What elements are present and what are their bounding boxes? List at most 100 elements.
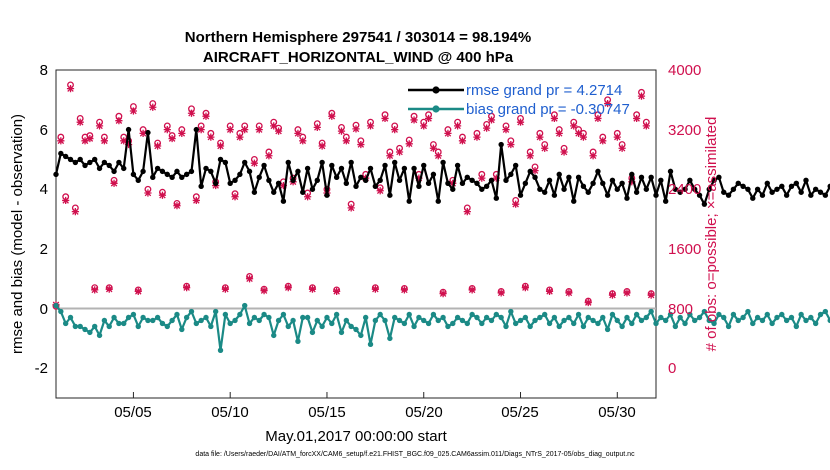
rmse-point	[517, 192, 524, 198]
rmse-point	[435, 198, 441, 204]
bias-point	[759, 317, 766, 324]
bias-point	[53, 302, 59, 309]
rmse-point	[474, 180, 480, 187]
obs-assimilated-point	[516, 118, 525, 126]
rmse-point	[725, 192, 732, 198]
ytick-label: 0	[40, 301, 48, 318]
rmse-point	[256, 174, 262, 181]
bias-point	[580, 323, 587, 330]
bias-point	[208, 323, 214, 330]
rmse-point	[285, 159, 291, 166]
obs-assimilated-point	[81, 137, 89, 145]
legend-rmse-label: rmse grand pr = 4.2714	[466, 82, 622, 99]
rmse-point	[580, 183, 587, 189]
obs-assimilated-point	[270, 122, 278, 130]
y-axis-label: rmse and bias (model - observation)	[9, 114, 26, 354]
obs-assimilated-point	[71, 208, 79, 216]
rmse-point	[721, 189, 727, 195]
obs-assimilated-point	[124, 140, 133, 149]
bias-point	[764, 311, 770, 318]
obs-assimilated-point	[154, 142, 162, 150]
bias-point	[362, 314, 369, 321]
obs-assimilated-point	[584, 298, 592, 307]
obs-assimilated-point	[550, 114, 558, 123]
xtick-label: 05/10	[211, 404, 249, 421]
rmse-point	[145, 129, 151, 136]
rmse-point	[711, 177, 717, 184]
obs-assimilated-point	[512, 200, 520, 208]
obs-assimilated-point	[449, 179, 457, 187]
rmse-point	[203, 165, 209, 172]
bias-point	[677, 314, 683, 321]
obs-assimilated-point	[120, 137, 128, 145]
obs-assimilated-point	[555, 129, 563, 137]
rmse-point	[638, 174, 645, 181]
obs-assimilated-point	[565, 289, 573, 297]
bias-point	[77, 323, 83, 330]
bias-point	[164, 323, 170, 330]
obs-assimilated-point	[274, 127, 283, 135]
xtick-label: 05/30	[598, 404, 636, 421]
rmse-point	[595, 168, 601, 175]
bias-point	[106, 323, 112, 330]
rmse-line	[54, 128, 830, 206]
bias-point	[92, 323, 98, 330]
obs-assimilated-point	[637, 92, 646, 100]
bias-point	[619, 323, 625, 330]
bias-point	[469, 311, 475, 318]
rmse-point	[575, 174, 582, 181]
obs-assimilated-point	[541, 144, 549, 152]
rmse-point	[532, 174, 538, 181]
obs-assimilated-point	[207, 133, 215, 141]
obs-assimilated-point	[221, 285, 229, 293]
rmse-point	[251, 189, 258, 195]
obs-assimilated-point	[144, 189, 152, 197]
rmse-point	[198, 183, 204, 189]
rmse-point	[387, 192, 393, 198]
bias-point	[212, 308, 219, 315]
obs-assimilated-point	[318, 142, 326, 150]
bias-point	[779, 311, 785, 318]
bias-point	[609, 311, 616, 318]
obs-assimilated-point	[415, 174, 423, 182]
bias-point	[614, 317, 620, 324]
rmse-point	[411, 165, 417, 172]
rmse-point	[609, 177, 616, 184]
bias-point	[575, 311, 582, 318]
obs-assimilated-point	[521, 284, 529, 292]
bias-point	[154, 314, 161, 321]
rmse-point	[812, 186, 819, 192]
bias-point	[624, 314, 630, 321]
obs-assimilated-point	[405, 140, 413, 148]
bias-point	[338, 329, 345, 336]
rmse-point	[803, 177, 809, 184]
bias-point	[750, 320, 756, 327]
rmse-point	[469, 177, 475, 184]
bias-point	[304, 314, 311, 321]
rmse-point	[304, 165, 311, 172]
bias-point	[711, 320, 717, 327]
bias-point	[822, 308, 829, 315]
bias-point	[551, 314, 558, 321]
bias-point	[387, 335, 393, 342]
bias-point	[125, 314, 132, 321]
bias-point	[808, 314, 814, 321]
ytick-right-label: 800	[668, 301, 693, 318]
rmse-point	[512, 162, 519, 169]
obs-assimilated-point	[633, 114, 641, 123]
rmse-point	[488, 177, 495, 184]
rmse-point	[735, 180, 741, 187]
rmse-point	[401, 165, 408, 172]
bias-point	[745, 308, 751, 315]
rmse-point	[348, 159, 354, 166]
rmse-point	[827, 183, 830, 189]
obs-assimilated-point	[623, 289, 631, 297]
rmse-point	[793, 180, 800, 187]
rmse-point	[546, 177, 553, 184]
obs-assimilated-point	[62, 196, 70, 205]
bias-point	[488, 317, 495, 324]
bias-point	[435, 317, 441, 324]
obs-assimilated-point	[570, 122, 578, 130]
rmse-point	[377, 177, 383, 184]
bias-point	[643, 314, 650, 321]
